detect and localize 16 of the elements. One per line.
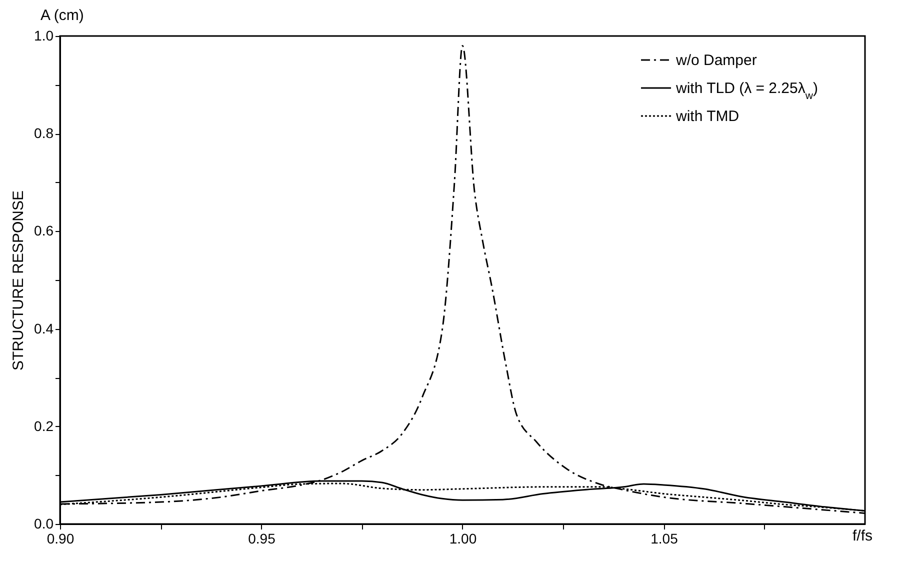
legend-label: with TLD (λ = 2.25λ$_{w}$) (675, 80, 818, 102)
y-tick-label: 1.0 (34, 28, 54, 44)
x-tick-label: 1.00 (449, 530, 477, 546)
y-axis-title: STRUCTURE RESPONSE (10, 190, 28, 371)
x-tick-label: 0.90 (46, 530, 74, 546)
legend-label: with TMD (675, 108, 740, 125)
x-tick-label: 0.95 (248, 530, 276, 546)
y-tick-label: 0.8 (34, 125, 54, 142)
legend-label: w/o Damper (675, 52, 757, 69)
x-tick-label: 1.05 (650, 530, 678, 546)
text: A (cm) (40, 7, 84, 24)
y-tick-label: 0.6 (34, 222, 54, 239)
y-tick-label: 0.0 (34, 516, 54, 532)
x-axis-title: f/fs (852, 528, 872, 544)
y-tick-label: 0.2 (34, 418, 54, 434)
y-tick-label: 0.4 (34, 320, 54, 336)
